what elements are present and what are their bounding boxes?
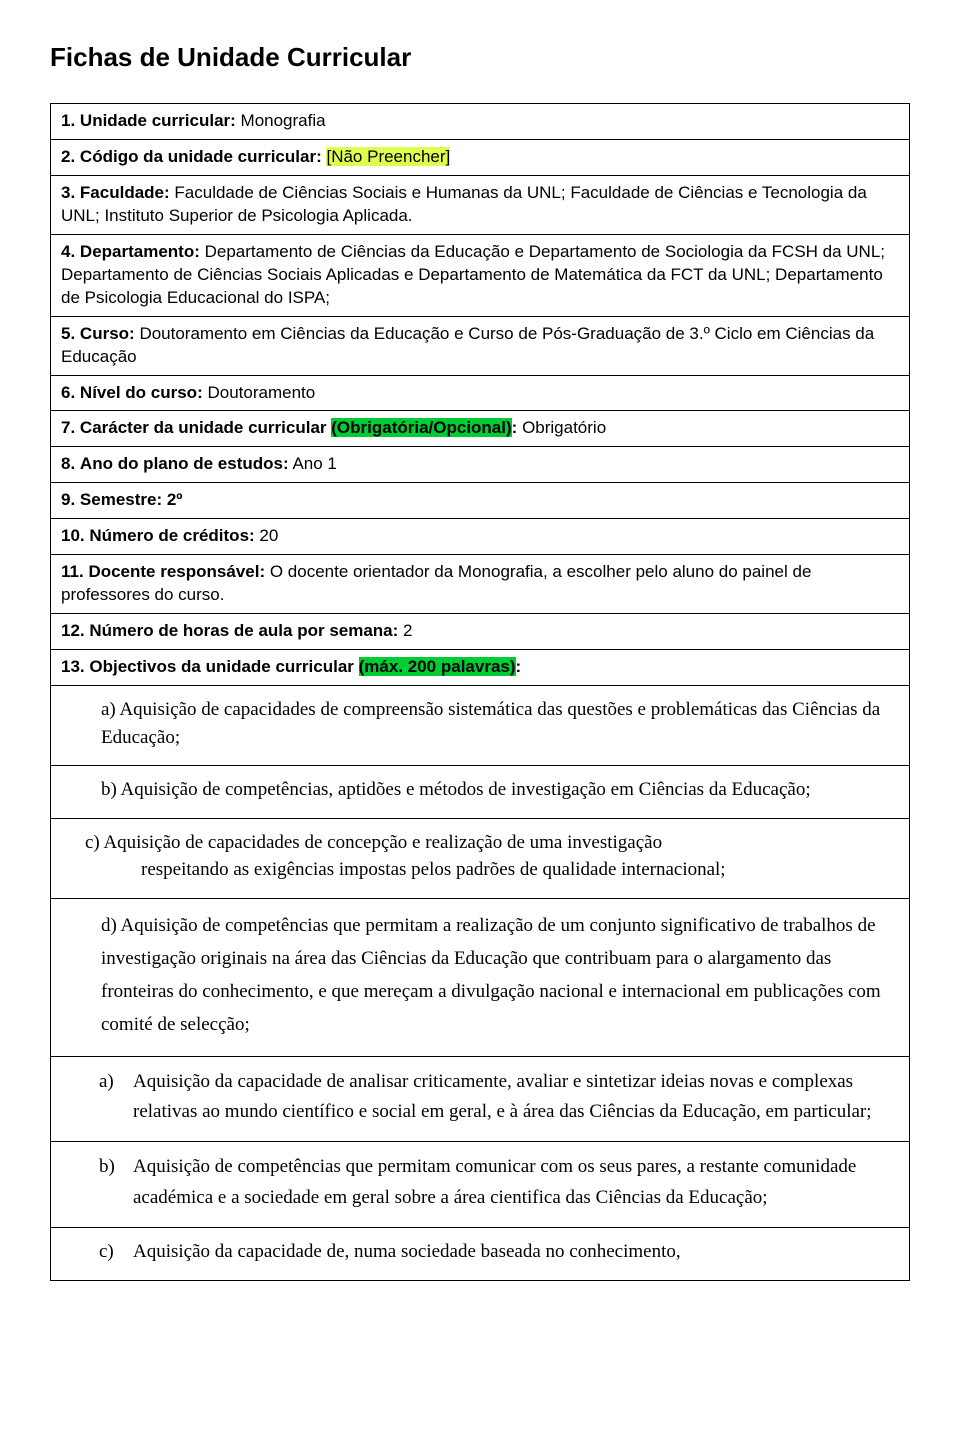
objective-b: b) Aquisição de competências, aptidões e… <box>51 766 910 819</box>
field-num: 1. <box>61 111 75 130</box>
objective-list-c: c) Aquisição da capacidade de, numa soci… <box>51 1228 910 1281</box>
list-marker-b: b) <box>99 1152 133 1213</box>
page-title: Fichas de Unidade Curricular <box>50 40 910 75</box>
row-12: 12. Número de horas de aula por semana: … <box>51 614 910 650</box>
row-13: 13. Objectivos da unidade curricular (má… <box>51 650 910 686</box>
objective-c: c) Aquisição de capacidades de concepção… <box>51 818 910 898</box>
objective-list-b: b) Aquisição de competências que permita… <box>51 1142 910 1228</box>
objective-list-a: a) Aquisição da capacidade de analisar c… <box>51 1056 910 1142</box>
row-7: 7. Carácter da unidade curricular (Obrig… <box>51 411 910 447</box>
row-1: 1. Unidade curricular: Monografia <box>51 104 910 140</box>
objective-d: d) Aquisição de competências que permita… <box>51 898 910 1056</box>
row-8: 8. Ano do plano de estudos: Ano 1 <box>51 447 910 483</box>
row-11: 11. Docente responsável: O docente orien… <box>51 555 910 614</box>
row-10: 10. Número de créditos: 20 <box>51 519 910 555</box>
objective-a: a) Aquisição de capacidades de compreens… <box>51 685 910 765</box>
row-5: 5. Curso: Doutoramento em Ciências da Ed… <box>51 316 910 375</box>
row-9: 9. Semestre: 2º <box>51 483 910 519</box>
row-4: 4. Departamento: Departamento de Ciência… <box>51 234 910 316</box>
row-3: 3. Faculdade: Faculdade de Ciências Soci… <box>51 175 910 234</box>
placeholder-highlight: [Não Preencher] <box>326 147 450 166</box>
list-marker-c: c) <box>99 1238 133 1266</box>
max-words-highlight: (máx. 200 palavras) <box>359 657 516 676</box>
list-marker-a: a) <box>99 1067 133 1128</box>
row-2: 2. Código da unidade curricular: [Não Pr… <box>51 140 910 176</box>
curricular-unit-table: 1. Unidade curricular: Monografia 2. Cód… <box>50 103 910 1281</box>
row-6: 6. Nível do curso: Doutoramento <box>51 375 910 411</box>
option-highlight: (Obrigatória/Opcional) <box>331 418 511 437</box>
